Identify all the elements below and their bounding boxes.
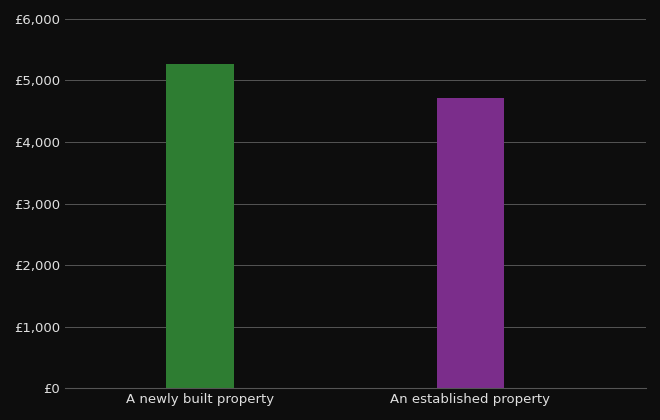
Bar <box>166 64 234 388</box>
Bar <box>437 98 504 388</box>
